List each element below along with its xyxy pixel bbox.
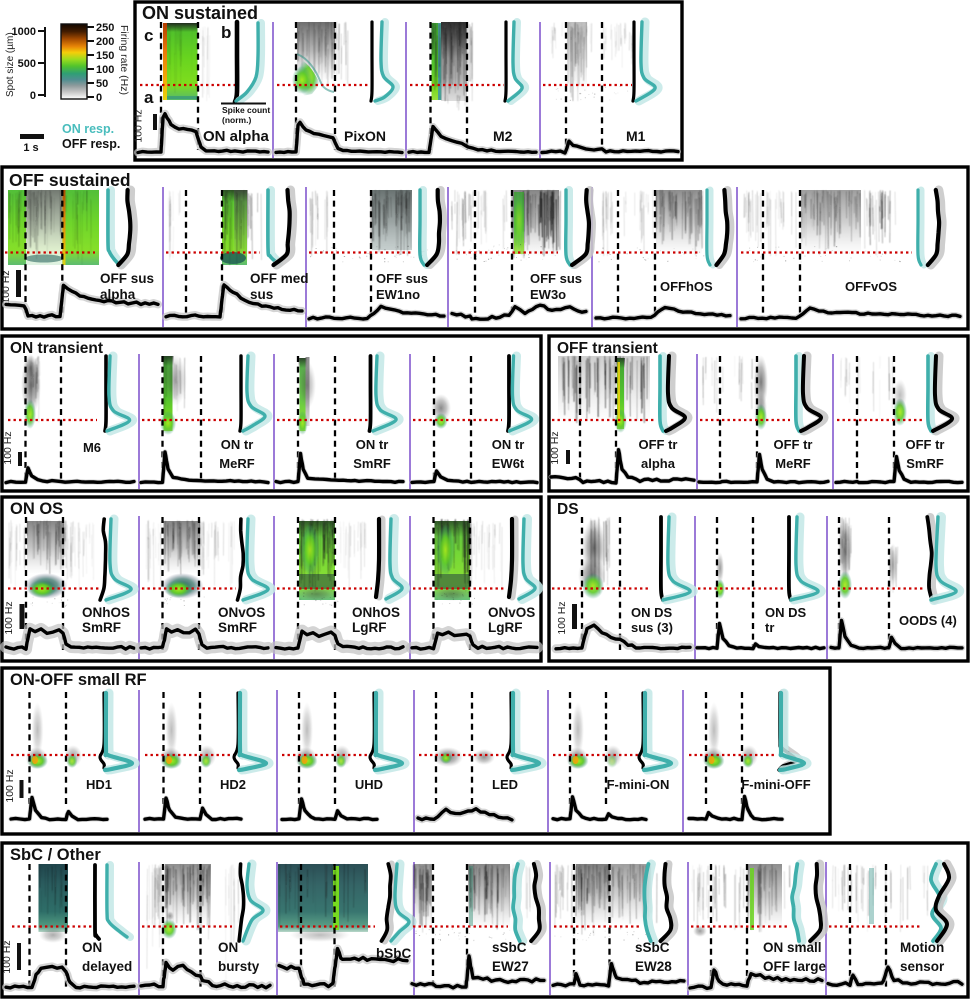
svg-text:sus (3): sus (3) <box>631 620 673 635</box>
svg-text:ON DS: ON DS <box>631 605 673 620</box>
svg-text:HD1: HD1 <box>86 777 112 792</box>
svg-text:150: 150 <box>96 50 114 62</box>
svg-text:SmRF: SmRF <box>906 456 944 471</box>
svg-text:alpha: alpha <box>641 456 676 471</box>
svg-text:100 Hz: 100 Hz <box>133 109 145 142</box>
svg-text:ON: ON <box>218 940 238 955</box>
svg-text:alpha: alpha <box>100 287 136 302</box>
svg-text:a: a <box>144 88 154 107</box>
svg-text:ONhOS: ONhOS <box>352 605 400 620</box>
svg-text:OFF tr: OFF tr <box>906 437 945 452</box>
svg-text:100 Hz: 100 Hz <box>4 769 16 802</box>
svg-text:OFF med: OFF med <box>250 271 309 286</box>
svg-text:100 Hz: 100 Hz <box>556 601 568 634</box>
svg-text:ON resp.: ON resp. <box>62 122 114 136</box>
svg-text:HD2: HD2 <box>220 777 246 792</box>
svg-text:bursty: bursty <box>218 959 260 974</box>
svg-text:ONvOS: ONvOS <box>488 605 535 620</box>
svg-text:(norm.): (norm.) <box>222 115 251 125</box>
svg-text:OFF tr: OFF tr <box>774 437 813 452</box>
svg-text:OFF tr: OFF tr <box>639 437 678 452</box>
svg-text:200: 200 <box>96 36 114 48</box>
svg-text:ON small: ON small <box>763 940 822 955</box>
svg-text:OODS (4): OODS (4) <box>899 613 957 628</box>
svg-text:bSbC: bSbC <box>376 946 411 961</box>
svg-text:OFF resp.: OFF resp. <box>62 137 120 151</box>
svg-text:ON tr: ON tr <box>221 437 254 452</box>
svg-text:ON sustained: ON sustained <box>142 3 258 23</box>
svg-text:SmRF: SmRF <box>218 620 257 635</box>
svg-text:OFF sus: OFF sus <box>376 271 428 286</box>
svg-text:1000: 1000 <box>12 26 36 38</box>
svg-text:M1: M1 <box>626 128 646 144</box>
svg-text:500: 500 <box>18 58 36 70</box>
svg-text:ONhOS: ONhOS <box>82 605 130 620</box>
svg-text:Spot size (µm): Spot size (µm) <box>5 32 16 97</box>
svg-text:OFF sus: OFF sus <box>530 271 582 286</box>
svg-text:100 Hz: 100 Hz <box>549 431 561 464</box>
svg-text:UHD: UHD <box>355 777 383 792</box>
svg-text:F-mini-OFF: F-mini-OFF <box>741 777 810 792</box>
svg-text:SmRF: SmRF <box>82 620 121 635</box>
svg-text:Motion: Motion <box>900 940 944 955</box>
svg-text:EW6t: EW6t <box>492 456 525 471</box>
svg-text:LgRF: LgRF <box>352 620 387 635</box>
svg-text:MeRF: MeRF <box>219 456 254 471</box>
svg-text:tr: tr <box>765 620 774 635</box>
svg-text:DS: DS <box>557 501 579 518</box>
svg-text:100 Hz: 100 Hz <box>0 270 12 303</box>
svg-text:F-mini-ON: F-mini-ON <box>607 777 670 792</box>
svg-text:Spike count: Spike count <box>222 105 270 115</box>
svg-text:ON OS: ON OS <box>10 500 63 518</box>
svg-text:ON: ON <box>82 940 102 955</box>
svg-text:100 Hz: 100 Hz <box>3 601 15 634</box>
svg-text:ON tr: ON tr <box>356 437 389 452</box>
svg-text:100 Hz: 100 Hz <box>2 431 14 464</box>
svg-text:delayed: delayed <box>82 959 132 974</box>
svg-text:sSbC: sSbC <box>492 940 527 955</box>
svg-text:ON transient: ON transient <box>10 340 103 357</box>
svg-text:M6: M6 <box>83 440 101 455</box>
svg-text:ON tr: ON tr <box>492 437 525 452</box>
svg-text:LgRF: LgRF <box>488 620 523 635</box>
svg-text:EW27: EW27 <box>492 959 529 974</box>
svg-text:sSbC: sSbC <box>635 940 670 955</box>
svg-text:0: 0 <box>96 92 102 104</box>
svg-text:EW3o: EW3o <box>530 287 566 302</box>
svg-text:OFF sus: OFF sus <box>100 271 154 286</box>
svg-text:ON-OFF small RF: ON-OFF small RF <box>10 671 147 689</box>
svg-text:SmRF: SmRF <box>353 456 391 471</box>
svg-text:1 s: 1 s <box>23 142 38 154</box>
svg-text:b: b <box>221 23 231 42</box>
svg-text:OFF large: OFF large <box>763 959 827 974</box>
svg-text:sensor: sensor <box>900 959 945 974</box>
svg-text:SbC / Other: SbC / Other <box>10 846 101 864</box>
svg-text:ON alpha: ON alpha <box>203 128 270 145</box>
svg-text:ONvOS: ONvOS <box>218 605 265 620</box>
svg-text:c: c <box>144 26 153 45</box>
svg-text:ON DS: ON DS <box>765 605 807 620</box>
svg-text:M2: M2 <box>493 128 513 144</box>
svg-text:250: 250 <box>96 22 114 34</box>
svg-text:OFF transient: OFF transient <box>557 340 658 357</box>
svg-text:LED: LED <box>492 777 518 792</box>
svg-text:OFFhOS: OFFhOS <box>660 279 713 294</box>
svg-text:OFFvOS: OFFvOS <box>845 279 897 294</box>
svg-text:OFF sustained: OFF sustained <box>9 170 131 190</box>
svg-text:100 Hz: 100 Hz <box>1 940 13 973</box>
svg-text:PixON: PixON <box>344 128 386 144</box>
svg-text:EW28: EW28 <box>635 959 672 974</box>
svg-text:EW1no: EW1no <box>376 287 420 302</box>
svg-text:0: 0 <box>30 90 36 102</box>
svg-text:MeRF: MeRF <box>775 456 810 471</box>
svg-text:50: 50 <box>96 78 108 90</box>
svg-text:100: 100 <box>96 64 114 76</box>
svg-text:sus: sus <box>250 287 273 302</box>
svg-text:Firing rate (Hz): Firing rate (Hz) <box>118 25 130 95</box>
